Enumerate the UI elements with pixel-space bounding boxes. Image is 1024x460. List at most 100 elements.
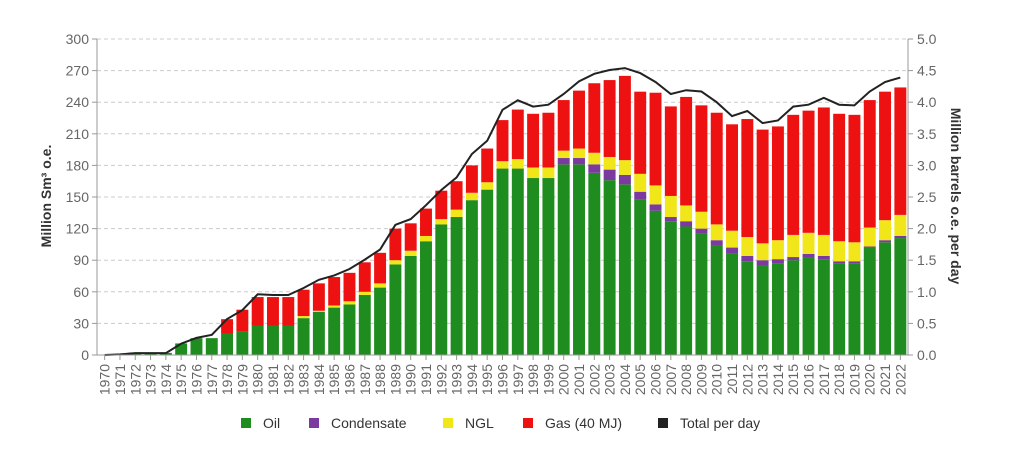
bar-ngl-1994: [466, 193, 478, 200]
legend-label-gas-40-mj[interactable]: Gas (40 MJ): [545, 415, 622, 431]
bar-gas-40-mj-1998: [527, 114, 539, 168]
x-tick-label-2010: 2010: [709, 364, 725, 395]
bar-ngl-2010: [711, 224, 723, 240]
bar-ngl-1990: [405, 251, 417, 256]
y-tick-label-left: 120: [66, 221, 90, 237]
bar-oil-1993: [451, 217, 463, 355]
bar-ngl-2012: [741, 237, 753, 256]
bar-gas-40-mj-2022: [894, 87, 906, 214]
bar-ngl-1991: [420, 236, 432, 241]
bar-gas-40-mj-1983: [298, 290, 310, 316]
bar-gas-40-mj-2010: [711, 113, 723, 225]
bar-gas-40-mj-1995: [481, 149, 493, 183]
x-tick-label-1979: 1979: [234, 364, 250, 395]
legend-label-condensate[interactable]: Condensate: [331, 415, 407, 431]
bar-gas-40-mj-2001: [573, 91, 585, 149]
bar-gas-40-mj-2019: [848, 115, 860, 242]
x-tick-label-1993: 1993: [449, 364, 465, 395]
bar-oil-1986: [344, 304, 356, 355]
bar-oil-2021: [879, 242, 891, 355]
bar-oil-1998: [527, 178, 539, 355]
x-tick-label-1980: 1980: [250, 364, 266, 395]
y-tick-label-right: 0.0: [917, 347, 937, 363]
x-tick-label-2000: 2000: [556, 364, 572, 395]
bar-oil-2004: [619, 184, 631, 355]
bar-ngl-1999: [542, 168, 554, 179]
bar-ngl-2019: [848, 242, 860, 261]
bar-oil-2015: [787, 260, 799, 355]
y-tick-label-right: 4.0: [917, 94, 937, 110]
legend-swatch-total-per-day[interactable]: [658, 418, 668, 428]
legend-label-ngl[interactable]: NGL: [465, 415, 494, 431]
x-tick-label-2014: 2014: [770, 364, 786, 395]
bar-condensate-2004: [619, 175, 631, 184]
legend-swatch-gas-40-mj[interactable]: [523, 418, 533, 428]
bar-ngl-2002: [588, 153, 600, 165]
bar-condensate-2020: [864, 247, 876, 248]
x-tick-label-1988: 1988: [372, 364, 388, 395]
y-tick-label-left: 90: [73, 252, 89, 268]
bar-ngl-1992: [435, 219, 447, 224]
bar-gas-40-mj-1993: [451, 181, 463, 209]
bar-oil-1992: [435, 224, 447, 355]
x-tick-label-1989: 1989: [387, 364, 403, 395]
bar-gas-40-mj-2017: [818, 107, 830, 234]
legend-swatch-oil[interactable]: [241, 418, 251, 428]
bar-gas-40-mj-2009: [695, 105, 707, 211]
bar-gas-40-mj-1984: [313, 283, 325, 310]
x-tick-label-1996: 1996: [495, 364, 511, 395]
legend-label-total-per-day[interactable]: Total per day: [680, 415, 760, 431]
bar-condensate-2008: [680, 221, 692, 226]
x-tick-label-1984: 1984: [311, 364, 327, 395]
legend-swatch-condensate[interactable]: [309, 418, 319, 428]
x-tick-label-2002: 2002: [586, 364, 602, 395]
legend-label-oil[interactable]: Oil: [263, 415, 280, 431]
legend-swatch-ngl[interactable]: [443, 418, 453, 428]
bar-gas-40-mj-1978: [221, 319, 233, 334]
bar-gas-40-mj-2004: [619, 76, 631, 160]
x-tick-label-1971: 1971: [112, 364, 128, 395]
bar-condensate-2007: [665, 217, 677, 221]
bar-condensate-2021: [879, 240, 891, 242]
bar-gas-40-mj-2018: [833, 114, 845, 241]
bar-condensate-2010: [711, 240, 723, 245]
bar-gas-40-mj-1994: [466, 165, 478, 192]
bar-oil-1996: [497, 169, 509, 355]
bar-oil-1977: [206, 338, 218, 355]
x-tick-label-1995: 1995: [479, 364, 495, 395]
bar-ngl-2006: [650, 185, 662, 204]
bar-oil-1988: [374, 288, 386, 355]
x-tick-label-1973: 1973: [143, 364, 159, 395]
y-tick-label-left: 150: [66, 189, 90, 205]
bar-oil-1985: [328, 308, 340, 355]
bar-gas-40-mj-1986: [344, 273, 356, 301]
x-tick-label-2011: 2011: [724, 364, 740, 394]
bar-gas-40-mj-2002: [588, 83, 600, 153]
x-tick-label-2020: 2020: [862, 364, 878, 395]
x-tick-label-1985: 1985: [326, 364, 342, 395]
x-tick-label-1992: 1992: [433, 364, 449, 395]
bar-oil-1997: [512, 169, 524, 355]
bar-gas-40-mj-2015: [787, 115, 799, 235]
bar-oil-2016: [803, 257, 815, 355]
bar-gas-40-mj-2011: [726, 124, 738, 230]
bar-condensate-2015: [787, 257, 799, 260]
bar-condensate-2022: [894, 236, 906, 238]
bar-oil-2006: [650, 211, 662, 355]
bar-condensate-2017: [818, 256, 830, 259]
bar-oil-2013: [757, 265, 769, 355]
x-tick-label-2005: 2005: [632, 364, 648, 395]
x-tick-label-2022: 2022: [892, 364, 908, 395]
x-tick-label-2004: 2004: [617, 364, 633, 395]
bar-oil-2020: [864, 248, 876, 355]
x-tick-label-2021: 2021: [877, 364, 893, 395]
bar-ngl-2021: [879, 220, 891, 240]
bar-gas-40-mj-1985: [328, 277, 340, 305]
x-tick-label-2008: 2008: [678, 364, 694, 395]
bar-oil-1995: [481, 190, 493, 355]
y-axis-title-right: Million barrels o.e. per day: [948, 108, 964, 285]
x-tick-label-1977: 1977: [204, 364, 220, 395]
x-tick-label-1999: 1999: [540, 364, 556, 395]
bar-oil-2014: [772, 263, 784, 355]
